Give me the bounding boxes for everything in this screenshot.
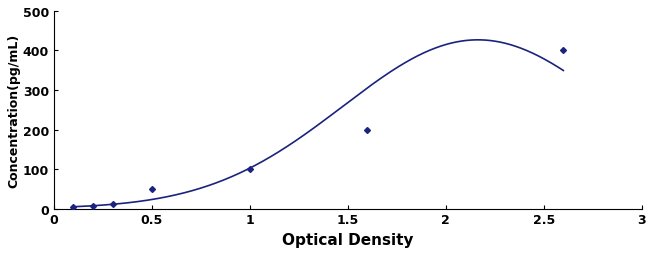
X-axis label: Optical Density: Optical Density bbox=[282, 232, 413, 247]
Y-axis label: Concentration(pg/mL): Concentration(pg/mL) bbox=[7, 34, 20, 187]
